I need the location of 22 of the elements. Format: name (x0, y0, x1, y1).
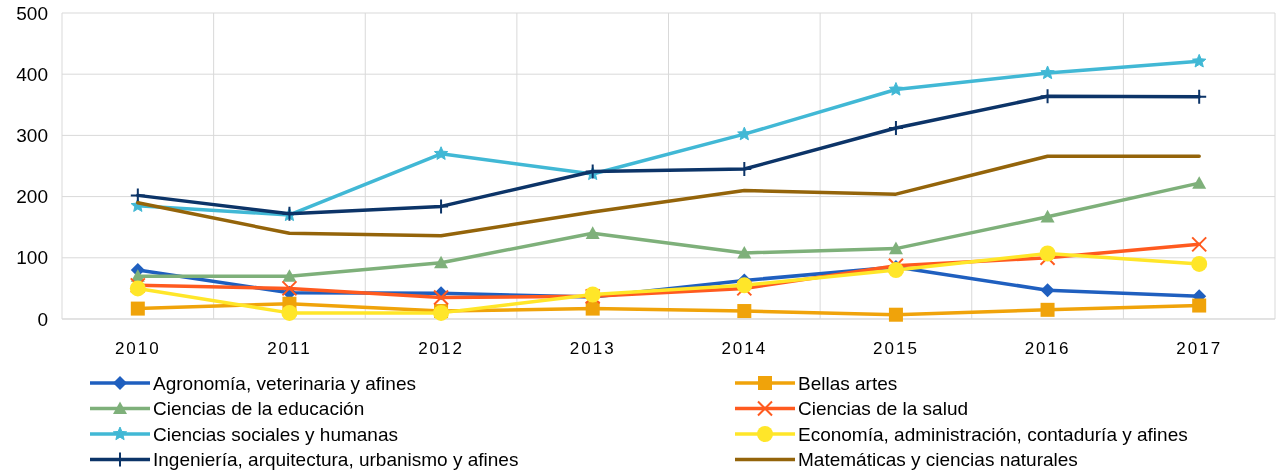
legend-label: Matemáticas y ciencias naturales (798, 449, 1078, 471)
y-tick-label: 500 (16, 2, 48, 24)
x-tick-label: 2011 (267, 339, 312, 358)
x-tick-label: 2015 (873, 339, 919, 358)
x-tick-label: 2016 (1024, 339, 1071, 358)
legend-label: Ingeniería, arquitectura, urbanismo y afines (153, 449, 519, 471)
x-tick-label: 2017 (1176, 339, 1223, 358)
y-tick-label: 100 (16, 247, 48, 269)
y-tick-label: 0 (37, 308, 48, 330)
y-tick-label: 400 (16, 63, 48, 85)
legend-label: Ciencias de la salud (798, 398, 969, 420)
x-tick-label: 2013 (569, 339, 616, 358)
legend-label: Bellas artes (798, 372, 898, 394)
legend-label: Ciencias de la educación (153, 398, 365, 420)
x-tick-label: 2012 (418, 339, 464, 358)
x-tick-label: 2014 (721, 339, 768, 358)
legend-label: Ciencias sociales y humanas (153, 423, 399, 445)
y-tick-label: 300 (16, 125, 48, 147)
legend-label: Economía, administración, contaduría y afines (798, 423, 1188, 445)
y-tick-label: 200 (16, 186, 48, 208)
legend-label: Agronomía, veterinaria y afines (153, 372, 416, 394)
x-tick-label: 2010 (114, 339, 161, 358)
